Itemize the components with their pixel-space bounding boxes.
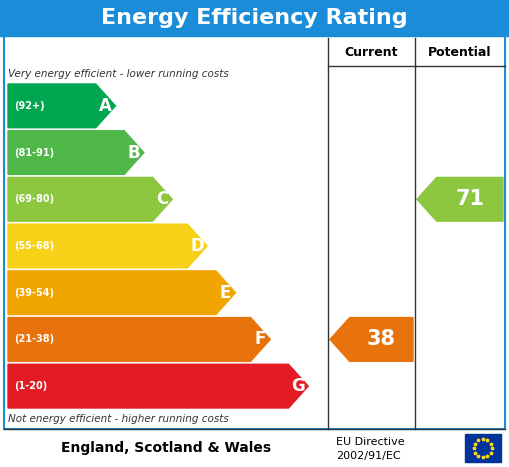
Text: 2002/91/EC: 2002/91/EC (336, 452, 401, 461)
Text: F: F (255, 331, 266, 348)
Polygon shape (8, 84, 116, 127)
Bar (4, 36, 505, 429)
Text: (1-20): (1-20) (14, 381, 47, 391)
Polygon shape (8, 271, 236, 315)
Text: (21-38): (21-38) (14, 334, 54, 345)
Bar (0, 0, 509, 36)
Text: (81-91): (81-91) (14, 148, 54, 157)
Polygon shape (417, 177, 503, 221)
Polygon shape (8, 318, 270, 361)
Polygon shape (8, 364, 308, 408)
Text: A: A (99, 97, 112, 115)
Text: Potential: Potential (428, 45, 492, 58)
Text: 71: 71 (456, 189, 485, 209)
Text: (69-80): (69-80) (14, 194, 54, 204)
Text: England, Scotland & Wales: England, Scotland & Wales (61, 441, 271, 455)
Polygon shape (8, 131, 144, 175)
Polygon shape (330, 318, 413, 361)
Text: Energy Efficiency Rating: Energy Efficiency Rating (101, 8, 408, 28)
Text: Not energy efficient - higher running costs: Not energy efficient - higher running co… (8, 414, 229, 424)
Text: (55-68): (55-68) (14, 241, 54, 251)
Text: Current: Current (345, 45, 398, 58)
Text: G: G (292, 377, 305, 395)
Text: (39-54): (39-54) (14, 288, 54, 298)
Polygon shape (8, 177, 173, 221)
Text: 38: 38 (367, 329, 396, 349)
Text: C: C (156, 190, 168, 208)
Polygon shape (8, 224, 207, 268)
Text: (92+): (92+) (14, 101, 45, 111)
Bar (465, 434, 501, 462)
Text: EU Directive: EU Directive (336, 437, 405, 447)
Text: E: E (220, 284, 232, 302)
Text: D: D (190, 237, 204, 255)
Text: B: B (128, 143, 140, 162)
Text: Very energy efficient - lower running costs: Very energy efficient - lower running co… (8, 69, 229, 79)
